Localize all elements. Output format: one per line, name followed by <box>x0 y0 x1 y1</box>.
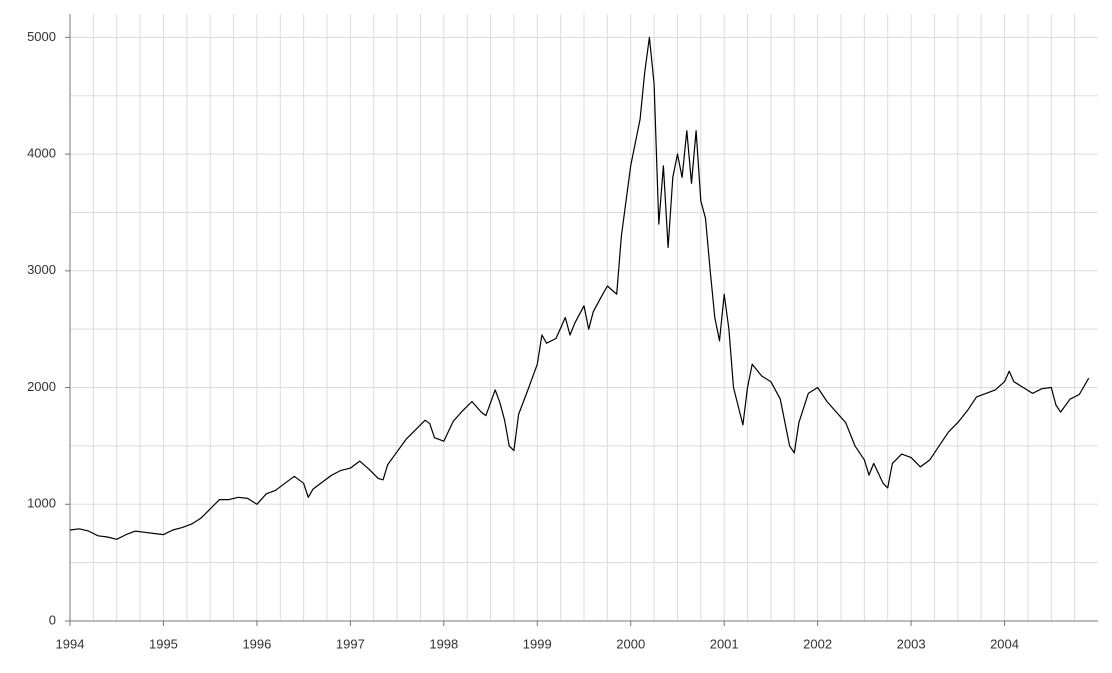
x-tick-label: 1998 <box>429 636 458 651</box>
x-tick-label: 1996 <box>242 636 271 651</box>
x-tick-label: 2001 <box>710 636 739 651</box>
y-tick-label: 3000 <box>27 262 56 277</box>
x-tick-label: 1994 <box>56 636 85 651</box>
data-line <box>69 36 1090 540</box>
x-tick-label: 2000 <box>616 636 645 651</box>
y-tick-label: 5000 <box>27 29 56 44</box>
x-tick-label: 2003 <box>897 636 926 651</box>
x-tick-label: 1997 <box>336 636 365 651</box>
x-tick-label: 2004 <box>990 636 1019 651</box>
y-tick-label: 2000 <box>27 379 56 394</box>
x-tick-label: 1999 <box>523 636 552 651</box>
y-tick-label: 4000 <box>27 146 56 161</box>
x-tick-label: 2002 <box>803 636 832 651</box>
y-tick-label: 0 <box>49 612 56 627</box>
y-tick-label: 1000 <box>27 496 56 511</box>
x-tick-label: 1995 <box>149 636 178 651</box>
